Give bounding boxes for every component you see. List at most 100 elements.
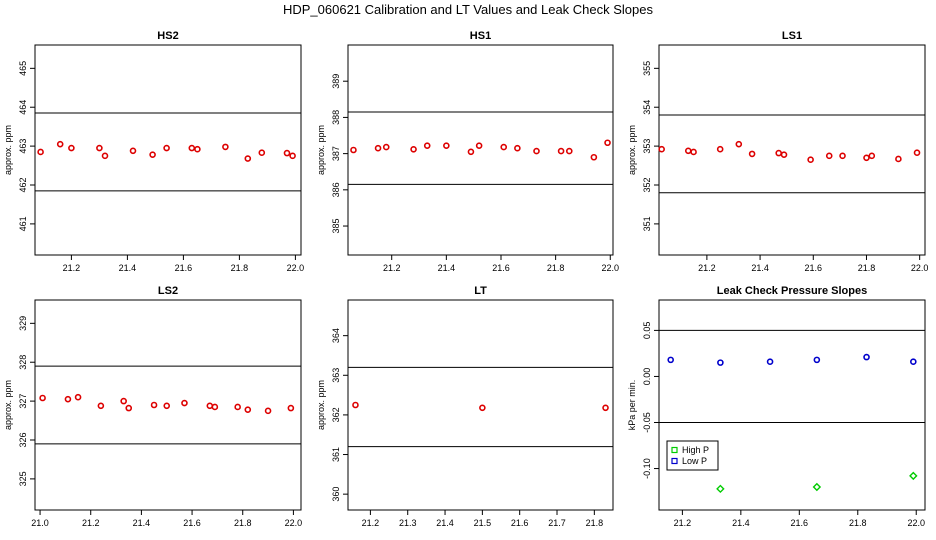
y-tick-label: -0.10 — [642, 458, 652, 479]
y-tick-label: 465 — [18, 61, 28, 76]
plot-frame — [658, 44, 926, 256]
y-axis-label: approx. ppm — [627, 125, 637, 175]
data-point — [129, 147, 137, 155]
legend-swatch — [671, 457, 678, 465]
x-tick-label: 21.2 — [362, 518, 380, 528]
data-point — [500, 143, 508, 151]
data-point — [374, 144, 382, 152]
y-tick-label: 327 — [18, 394, 28, 409]
plot-frame — [34, 44, 302, 256]
series-2 — [667, 353, 917, 366]
x-tick-label: 21.4 — [133, 518, 151, 528]
x-tick-label: 21.6 — [805, 263, 823, 273]
series-1 — [350, 139, 611, 161]
x-tick-label: 21.6 — [175, 263, 193, 273]
data-point — [839, 152, 846, 160]
y-tick-label: 355 — [642, 61, 652, 76]
data-point — [97, 402, 105, 410]
panel-6: Leak Check Pressure Slopes 21.2 21.4 21.6 21… — [627, 285, 926, 528]
data-point — [863, 154, 870, 162]
data-point — [533, 147, 540, 155]
y-tick-label: 0.05 — [642, 322, 652, 340]
data-point — [913, 149, 921, 157]
x-tick-label: 21.8 — [849, 518, 867, 528]
data-point — [181, 399, 188, 407]
y-tick-label: 386 — [331, 182, 341, 197]
legend-label: High P — [682, 445, 709, 455]
y-tick-label: -0.05 — [642, 412, 652, 433]
data-point — [807, 156, 814, 164]
series-1 — [352, 401, 609, 412]
data-point — [825, 152, 833, 160]
panel-5: LT 21.2 21.3 21.4 21.5 21.6 21.7 21.8 360 361 362 3… — [316, 285, 614, 528]
series-1 — [716, 471, 918, 494]
y-tick-label: 353 — [642, 139, 652, 154]
data-point — [658, 145, 665, 153]
x-tick-label: 21.4 — [436, 518, 454, 528]
x-tick-label: 21.4 — [438, 263, 456, 273]
data-point — [125, 404, 133, 412]
x-tick-label: 21.3 — [399, 518, 417, 528]
x-tick-label: 21.2 — [674, 518, 692, 528]
data-point — [264, 407, 272, 415]
data-point — [812, 482, 822, 492]
y-tick-label: 385 — [331, 219, 341, 234]
x-tick-label: 21.0 — [31, 518, 49, 528]
data-point — [690, 148, 697, 156]
plot-frame — [347, 44, 614, 256]
y-tick-label: 389 — [331, 74, 341, 89]
data-point — [244, 155, 252, 162]
data-point — [684, 147, 692, 155]
data-point — [775, 149, 783, 157]
x-tick-label: 21.8 — [231, 263, 249, 273]
data-point — [206, 402, 214, 410]
data-point — [222, 143, 229, 151]
x-tick-label: 22.0 — [285, 518, 303, 528]
data-point — [602, 404, 609, 412]
x-tick-label: 21.8 — [234, 518, 252, 528]
data-point — [101, 152, 109, 160]
data-point — [748, 150, 756, 158]
y-tick-label: 360 — [331, 487, 341, 502]
data-point — [813, 356, 821, 364]
y-tick-label: 464 — [18, 100, 28, 115]
data-point — [590, 153, 598, 161]
data-point — [716, 484, 725, 494]
data-point — [68, 144, 75, 152]
x-tick-label: 21.2 — [698, 263, 716, 273]
data-point — [188, 144, 196, 152]
x-tick-label: 21.8 — [547, 263, 565, 273]
x-tick-label: 21.2 — [383, 263, 401, 273]
data-point — [194, 145, 201, 153]
x-tick-label: 21.4 — [119, 263, 137, 273]
data-point — [149, 151, 156, 158]
data-point — [39, 394, 46, 402]
y-tick-label: 463 — [18, 139, 28, 154]
data-point — [350, 146, 357, 154]
y-tick-label: 354 — [642, 100, 652, 115]
x-tick-label: 21.4 — [732, 518, 750, 528]
data-point — [565, 147, 573, 155]
x-tick-label: 21.6 — [492, 263, 510, 273]
y-tick-label: 363 — [331, 368, 341, 383]
panel-title: LS1 — [782, 30, 802, 42]
plot-frame — [34, 299, 302, 511]
x-tick-label: 22.0 — [911, 263, 929, 273]
data-point — [467, 148, 475, 156]
x-tick-label: 21.6 — [183, 518, 201, 528]
y-tick-label: 462 — [18, 177, 28, 192]
data-point — [909, 471, 918, 481]
x-tick-label: 21.7 — [548, 518, 566, 528]
data-point — [895, 155, 902, 163]
x-tick-label: 21.4 — [751, 263, 769, 273]
data-point — [863, 353, 870, 361]
y-axis-label: approx. ppm — [316, 125, 326, 175]
y-tick-label: 328 — [18, 355, 28, 370]
data-point — [211, 403, 219, 411]
data-point — [64, 395, 72, 403]
x-tick-label: 21.2 — [82, 518, 100, 528]
y-tick-label: 329 — [18, 316, 28, 331]
y-tick-label: 326 — [18, 432, 28, 447]
series-1 — [39, 393, 295, 415]
